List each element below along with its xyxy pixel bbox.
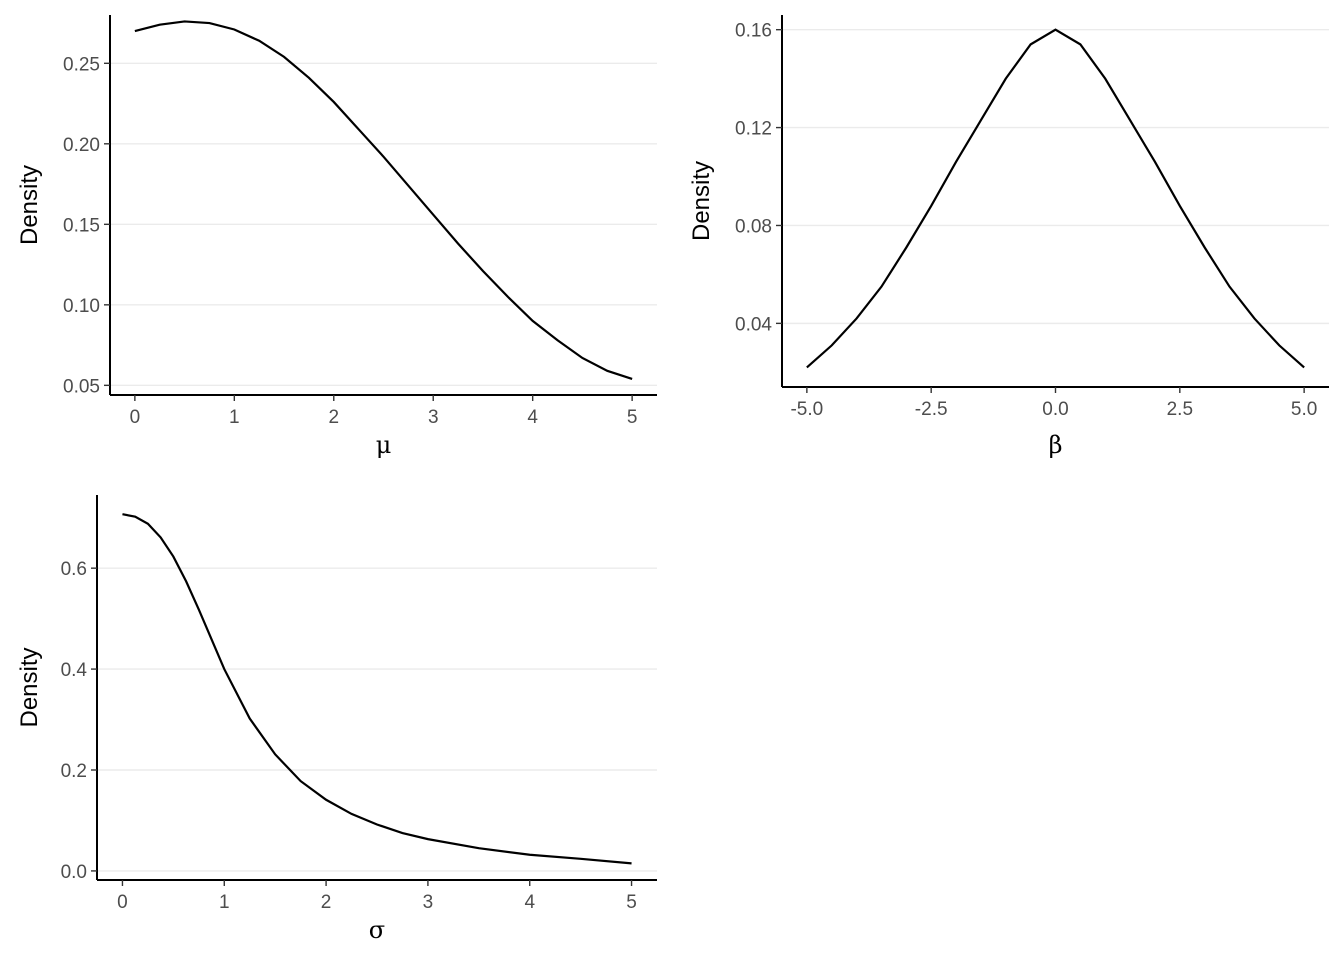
y-tick-label: 0.12 (735, 119, 772, 140)
x-tick-label: 5 (626, 892, 637, 913)
y-tick-label: 0.04 (735, 314, 772, 335)
y-tick-label: 0.10 (63, 296, 100, 317)
x-axis-title: μ (376, 431, 392, 459)
density-curve (122, 513, 632, 865)
y-tick-label: 0.25 (63, 54, 100, 75)
x-tick-label: 5 (627, 407, 638, 428)
x-tick-label: -5.0 (790, 399, 823, 420)
y-axis-title: Density (688, 161, 715, 241)
x-tick-label: -2.5 (915, 399, 948, 420)
y-axis-title: Density (16, 647, 43, 727)
density-curve (806, 28, 1305, 369)
x-tick-label: 0 (117, 892, 128, 913)
x-tick-label: 0.0 (1042, 399, 1068, 420)
x-axis-title: σ (369, 916, 385, 944)
y-tick-label: 0.4 (61, 660, 88, 681)
x-tick-label: 0 (130, 407, 141, 428)
x-tick-label: 2 (321, 892, 332, 913)
density-curve (134, 20, 633, 380)
y-tick-label: 0.0 (61, 862, 87, 883)
y-tick-label: 0.16 (735, 21, 772, 42)
x-tick-label: 3 (428, 407, 439, 428)
x-tick-label: 4 (524, 892, 535, 913)
x-tick-label: 2 (328, 407, 339, 428)
x-tick-label: 1 (219, 892, 230, 913)
panel-sigma: 0.0 0.2 0.4 0.6 0 1 2 3 4 5 σ Density (16, 495, 657, 944)
y-tick-label: 0.15 (63, 215, 100, 236)
panel-mu: 0.05 0.10 0.15 0.20 0.25 0 1 2 3 4 5 μ Density (16, 15, 657, 459)
y-tick-label: 0.08 (735, 216, 772, 237)
y-tick-label: 0.05 (63, 376, 100, 397)
x-tick-label: 1 (229, 407, 240, 428)
y-axis-title: Density (16, 165, 43, 245)
x-tick-label: 4 (527, 407, 538, 428)
panel-beta: 0.04 0.08 0.12 0.16 -5.0 -2.5 0.0 2.5 5.0 β Densit… (688, 15, 1329, 459)
x-tick-label: 5.0 (1291, 399, 1317, 420)
x-tick-label: 3 (423, 892, 434, 913)
x-axis-title: β (1049, 431, 1063, 459)
x-tick-label: 2.5 (1167, 399, 1193, 420)
y-tick-label: 0.6 (61, 559, 87, 580)
y-tick-label: 0.20 (63, 135, 100, 156)
y-tick-label: 0.2 (61, 761, 87, 782)
